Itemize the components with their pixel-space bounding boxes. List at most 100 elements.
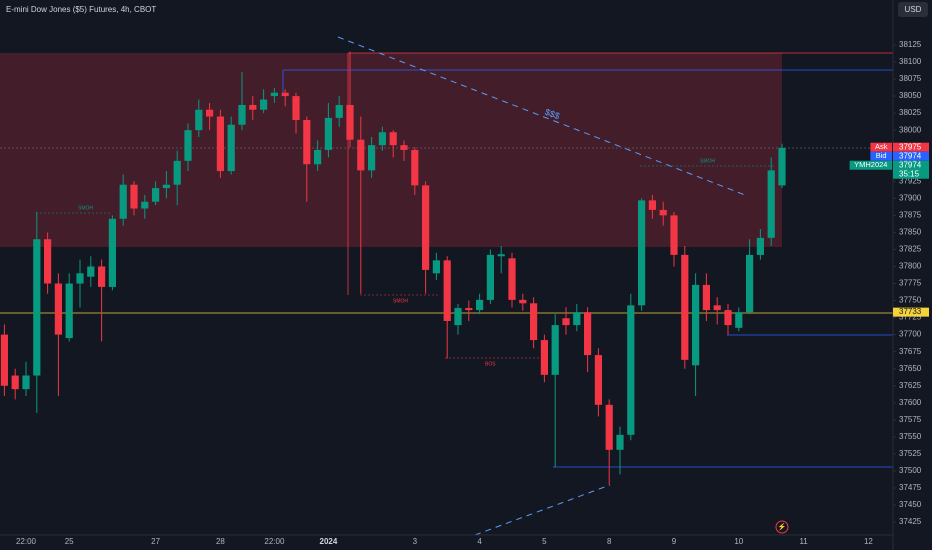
candle-body xyxy=(670,215,678,255)
candle-body xyxy=(713,305,721,311)
candle-body xyxy=(130,184,138,209)
candle-body xyxy=(206,109,214,117)
y-tick-label: 38000 xyxy=(899,125,922,134)
price-tag-label-bg xyxy=(870,142,892,152)
y-tick-label: 38125 xyxy=(899,40,922,49)
annotation: SMOH xyxy=(78,205,93,211)
candle-body xyxy=(249,104,257,110)
candle-body xyxy=(702,284,710,311)
y-tick-label: 37875 xyxy=(899,210,922,219)
x-tick-label: 8 xyxy=(607,537,612,546)
x-tick-label: 22:00 xyxy=(16,537,37,546)
candle-body xyxy=(508,258,516,300)
candle-body xyxy=(767,170,775,238)
candle-body xyxy=(378,132,386,146)
candle-body xyxy=(692,284,700,366)
price-tag-countdown: 35:15 xyxy=(899,169,920,178)
candle-body xyxy=(724,310,732,326)
x-tick-label: 3 xyxy=(413,537,418,546)
y-tick-label: 37925 xyxy=(899,176,922,185)
candle-body xyxy=(33,239,41,376)
price-tag-label: YMH2024 xyxy=(854,160,887,169)
supply-zone xyxy=(0,53,782,247)
price-tag-label: Bid xyxy=(876,151,887,160)
x-tick-label: 28 xyxy=(216,537,225,546)
trend-line xyxy=(337,36,746,196)
candle-body xyxy=(98,266,106,287)
candle-body xyxy=(389,132,397,146)
trend-line xyxy=(474,484,611,536)
candle-body xyxy=(76,273,84,284)
y-tick-label: 37775 xyxy=(899,279,922,288)
price-tag-bg xyxy=(893,151,929,161)
candle-body xyxy=(476,299,484,311)
candle-body xyxy=(260,99,268,110)
candle-body xyxy=(778,147,786,186)
y-tick-label: 37575 xyxy=(899,415,922,424)
candle-body xyxy=(227,124,235,172)
y-tick-label: 37800 xyxy=(899,262,922,271)
candle-body xyxy=(238,104,246,125)
candle-body xyxy=(0,334,8,386)
y-tick-label: 37550 xyxy=(899,432,922,441)
candle-body xyxy=(519,299,527,304)
candle-body xyxy=(411,149,419,186)
candle-body xyxy=(173,160,181,185)
candle-body xyxy=(454,308,462,326)
candle-body xyxy=(422,185,430,270)
candle-body xyxy=(346,104,354,140)
y-tick-label: 37675 xyxy=(899,347,922,356)
candle-body xyxy=(303,119,311,165)
price-tag-bg xyxy=(893,160,929,179)
candle-body xyxy=(314,149,322,165)
candle-body xyxy=(486,254,494,300)
candle-body xyxy=(119,184,127,219)
candle-body xyxy=(270,92,278,97)
candle-body xyxy=(465,308,473,311)
candle-body xyxy=(292,96,300,120)
annotation: SMOH xyxy=(700,158,715,164)
event-icon[interactable] xyxy=(775,520,789,534)
event-icon-glyph[interactable]: ⚡ xyxy=(778,522,787,531)
y-tick-label: 37475 xyxy=(899,483,922,492)
currency-label[interactable]: USD xyxy=(905,5,922,14)
candle-body xyxy=(11,375,19,390)
candle-body xyxy=(681,254,689,360)
y-tick-label: 37850 xyxy=(899,228,922,237)
candle-body xyxy=(605,404,613,450)
y-tick-label: 37600 xyxy=(899,398,922,407)
candle-body xyxy=(54,283,62,335)
x-tick-label: 4 xyxy=(477,537,482,546)
x-tick-label: 2024 xyxy=(320,537,338,546)
currency-button[interactable] xyxy=(898,2,928,17)
candle-body xyxy=(184,130,192,161)
y-tick-label: 37650 xyxy=(899,364,922,373)
y-tick-label: 37900 xyxy=(899,193,922,202)
y-tick-label: 37825 xyxy=(899,245,922,254)
y-tick-label: 37425 xyxy=(899,517,922,526)
candle-body xyxy=(616,434,624,450)
candle-body xyxy=(108,218,116,287)
candle-body xyxy=(195,109,203,131)
candle-body xyxy=(281,92,289,97)
x-tick-label: 12 xyxy=(864,537,873,546)
y-tick-label: 37525 xyxy=(899,449,922,458)
x-tick-label: 22:00 xyxy=(264,537,285,546)
candle-body xyxy=(551,325,559,375)
x-tick-label: 27 xyxy=(151,537,160,546)
candle-body xyxy=(746,254,754,313)
candle-body xyxy=(659,209,667,216)
price-tag-label-bg xyxy=(849,160,892,170)
candle-body xyxy=(638,200,646,306)
candle-body xyxy=(324,117,332,150)
candle-body xyxy=(44,239,52,284)
candle-body xyxy=(152,188,160,202)
y-tick-label: 37625 xyxy=(899,381,922,390)
candle-body xyxy=(756,237,764,255)
candle-body xyxy=(141,201,149,209)
annotation: $$$ xyxy=(544,107,562,122)
x-tick-label: 9 xyxy=(672,537,677,546)
